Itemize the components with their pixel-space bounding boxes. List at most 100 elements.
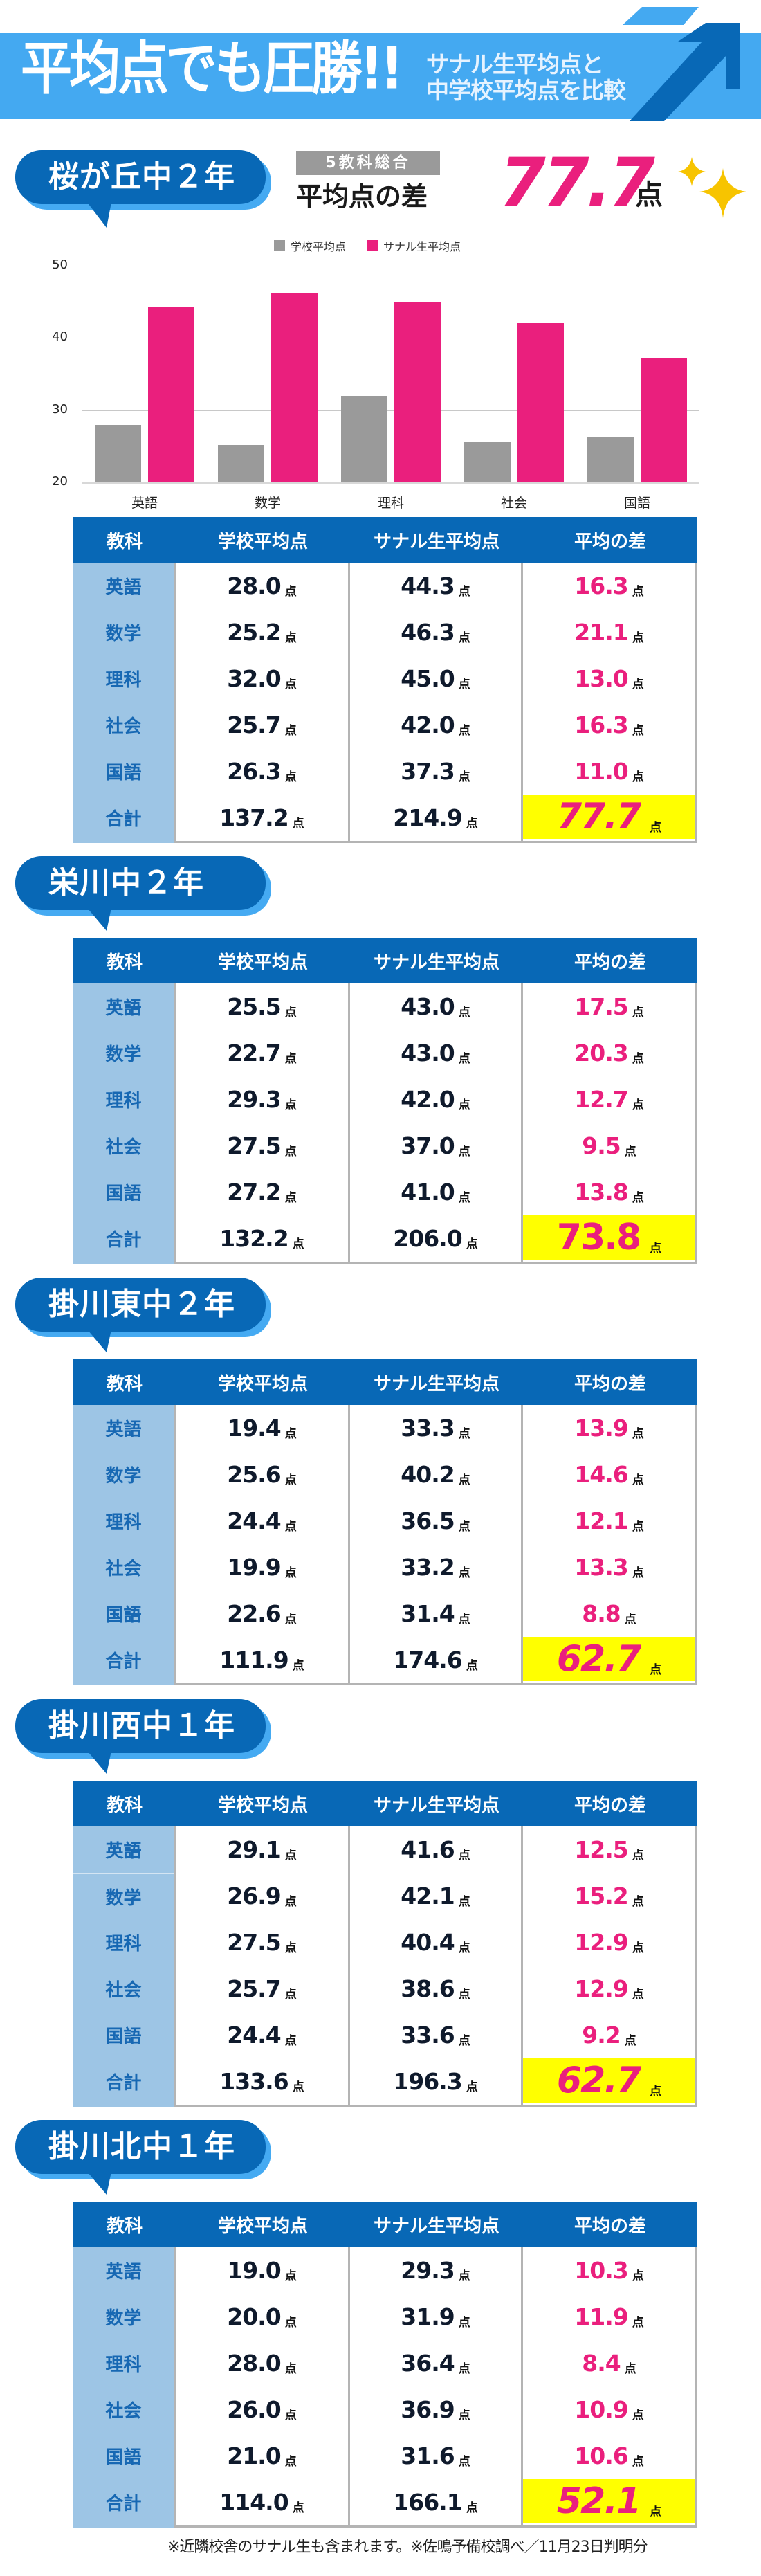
unit-label: 点	[458, 1895, 470, 1909]
table-cell-total: 196.3 点	[350, 2058, 521, 2105]
unit-label: 点	[284, 1427, 297, 1441]
subject-label: 国語	[105, 2447, 142, 2468]
total-diff-highlight: 52.1 点	[523, 2479, 695, 2523]
diff-value: 13.3	[574, 1554, 628, 1581]
table-cell: 17.5 点	[523, 983, 695, 1030]
school-name: 掛川東中２年	[48, 1287, 235, 1322]
sanaru_avg-value: 36.5	[401, 1507, 455, 1534]
table-cell: 8.8 点	[523, 1590, 695, 1637]
subject-column: 英語 数学 理科 社会 国語 合計	[73, 1405, 176, 1685]
subject-label: 社会	[105, 2401, 142, 2422]
table-cell: 43.0 点	[350, 1030, 521, 1076]
school_avg-value: 25.7	[227, 711, 281, 738]
unit-label: 点	[466, 2080, 478, 2094]
school_avg-value: 22.7	[227, 1040, 281, 1067]
school-bubble: 栄川中２年	[15, 856, 278, 936]
sanaru_avg-value: 37.0	[401, 1132, 455, 1159]
bar-school-avg	[464, 441, 511, 482]
sanaru_avg-value: 33.2	[401, 1554, 455, 1581]
subject-label: 英語	[105, 577, 142, 598]
school-bubble: 掛川西中１年	[15, 1699, 278, 1779]
summary-label: 平均点の差	[296, 181, 428, 212]
table-cell: 46.3 点	[350, 609, 521, 655]
unit-label: 点	[292, 2501, 304, 2515]
page-title: 平均点でも圧勝!!	[21, 35, 403, 102]
diff-value: 10.3	[574, 2257, 628, 2284]
column-header: 学校平均点	[217, 1795, 308, 1816]
x-category-label: 数学	[254, 496, 281, 511]
legend-item-sanaru: サナル生平均点	[367, 237, 461, 254]
diff-value: 12.9	[574, 1975, 628, 2002]
column-header: サナル生平均点	[373, 2215, 499, 2237]
table-cell: 8.4 点	[523, 2340, 695, 2386]
unit-label: 点	[458, 1473, 470, 1487]
column-header: 教科	[106, 1795, 143, 1816]
unit-label: 点	[624, 2034, 636, 2048]
sanaru_avg-total: 196.3	[393, 2068, 462, 2095]
unit-label: 点	[458, 1006, 470, 1019]
subject-label: 理科	[105, 1091, 142, 1112]
unit-label: 点	[632, 1191, 644, 1205]
unit-label: 点	[284, 1520, 297, 1534]
unit-label: 点	[458, 1941, 470, 1955]
school_avg-column: 29.1 点 26.9 点 27.5 点 25.7 点 24.4 点 133.6 点	[176, 1826, 350, 2107]
subject-label: 英語	[105, 1419, 142, 1440]
unit-label: 点	[624, 1613, 636, 1626]
unit-label: 点	[632, 1566, 644, 1580]
footnote: ※近隣校舎のサナル生も含まれます。※佐鳴予備校調べ／11月23日判明分	[167, 2539, 648, 2556]
school_avg-value: 29.3	[227, 1086, 281, 1113]
unit-label: 点	[458, 2362, 470, 2376]
diff-value: 17.5	[574, 993, 628, 1020]
legend-swatch-pink	[367, 240, 378, 251]
subject-label: 理科	[105, 1934, 142, 1954]
table-cell: 29.1 点	[176, 1826, 348, 1873]
school_avg-value: 26.0	[227, 2396, 281, 2423]
unit-label: 点	[632, 1098, 644, 1112]
table-cell: 31.9 点	[350, 2294, 521, 2340]
unit-label: 点	[632, 2316, 644, 2330]
subject-label-total: 合計	[105, 809, 142, 830]
unit-label: 点	[458, 631, 470, 645]
bar-school-avg	[218, 444, 264, 482]
table-cell-total: 111.9 点	[176, 1637, 348, 1683]
sanaru_avg-value: 43.0	[401, 1040, 455, 1067]
table-cell: 13.9 点	[523, 1405, 695, 1451]
diff-value: 14.6	[574, 1461, 628, 1488]
subject-label: 社会	[105, 1980, 142, 2001]
unit-label: 点	[284, 724, 297, 738]
sanaru_avg-value: 44.3	[401, 572, 455, 599]
school_avg-value: 22.6	[227, 1600, 281, 1627]
bubble-body	[15, 856, 266, 910]
school_avg-value: 29.1	[227, 1836, 281, 1863]
score-table: 教科 学校平均点 サナル生平均点 平均の差 英語 数学 理科 社会 国語 合計 19.4 点 25.6 点…	[73, 1359, 697, 1685]
score-table: 教科 学校平均点 サナル生平均点 平均の差 英語 数学 理科 社会 国語 合計 29.1 点 26.9 点…	[73, 1781, 697, 2107]
title-banner	[0, 33, 761, 119]
school_avg-value: 19.9	[227, 1554, 281, 1581]
y-tick-label: 50	[52, 257, 68, 272]
diff-value: 9.5	[582, 1132, 621, 1159]
subject-label-total: 合計	[105, 1651, 142, 1672]
unit-label: 点	[466, 1659, 478, 1673]
unit-label: 点	[632, 1427, 644, 1441]
bubble-body	[15, 1278, 266, 1332]
unit-label: 点	[284, 1473, 297, 1487]
diff-total: 73.8	[556, 1217, 641, 1258]
sanaru_avg-column: 33.3 点 40.2 点 36.5 点 33.2 点 31.4 点 174.6 点	[350, 1405, 523, 1685]
table-cell: 27.5 点	[176, 1123, 348, 1169]
table-header: 教科 学校平均点 サナル生平均点 平均の差	[73, 938, 697, 983]
y-tick-label: 40	[52, 329, 68, 345]
table-cell: 20.0 点	[176, 2294, 348, 2340]
table-cell: 38.6 点	[350, 1966, 521, 2012]
column-header: サナル生平均点	[373, 531, 499, 552]
bar-sanaru-avg	[517, 323, 564, 482]
sanaru_avg-value: 36.4	[401, 2350, 455, 2377]
school_avg-value: 25.2	[227, 619, 281, 646]
diff-total: 62.7	[556, 1638, 641, 1680]
speech-tail-icon	[84, 199, 112, 228]
column-header: 学校平均点	[217, 2215, 308, 2237]
diff-value: 20.3	[574, 1040, 628, 1067]
table-cell: 13.3 点	[523, 1544, 695, 1590]
school_avg-value: 28.0	[227, 572, 281, 599]
table-cell: 44.3 点	[350, 563, 521, 609]
school_avg-value: 28.0	[227, 2350, 281, 2377]
